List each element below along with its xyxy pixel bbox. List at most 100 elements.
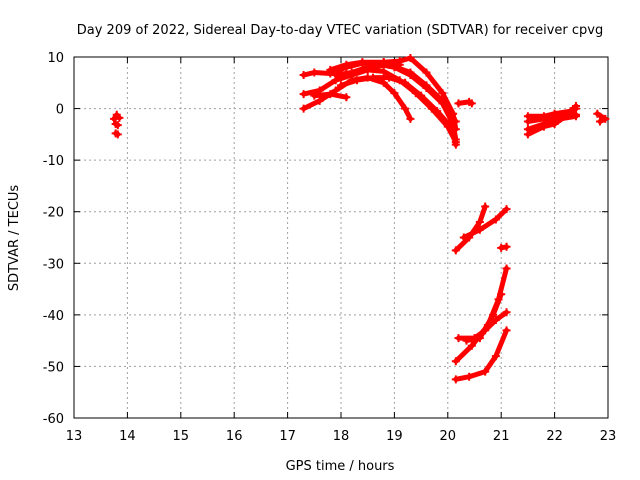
x-tick-label: 16 bbox=[226, 429, 243, 444]
data-point bbox=[379, 78, 388, 87]
x-tick-label: 22 bbox=[546, 429, 563, 444]
data-point bbox=[497, 290, 506, 299]
data-point bbox=[539, 120, 548, 129]
data-point bbox=[401, 104, 410, 113]
series-group bbox=[110, 54, 610, 384]
data-point bbox=[523, 125, 532, 134]
y-tick-label: 10 bbox=[47, 51, 64, 66]
data-point bbox=[406, 54, 415, 63]
data-point bbox=[502, 242, 511, 251]
chart-title: Day 209 of 2022, Sidereal Day-to-day VTE… bbox=[77, 23, 603, 38]
data-point bbox=[491, 352, 500, 361]
y-tick-label: -50 bbox=[43, 360, 64, 375]
data-point bbox=[406, 68, 415, 77]
data-point bbox=[571, 112, 580, 121]
data-point bbox=[489, 310, 498, 319]
x-tick-label: 21 bbox=[493, 429, 510, 444]
data-point bbox=[481, 367, 490, 376]
data-point bbox=[390, 89, 399, 98]
data-point bbox=[438, 89, 447, 98]
data-point bbox=[326, 65, 335, 74]
data-point bbox=[467, 99, 476, 108]
grid bbox=[74, 57, 608, 418]
x-tick-label: 14 bbox=[119, 429, 136, 444]
data-point bbox=[491, 316, 500, 325]
data-point bbox=[502, 264, 511, 273]
x-tick-label: 13 bbox=[66, 429, 83, 444]
data-point bbox=[433, 107, 442, 116]
data-point bbox=[369, 73, 378, 82]
data-point bbox=[299, 104, 308, 113]
data-point bbox=[593, 109, 602, 118]
data-point bbox=[385, 60, 394, 69]
data-point bbox=[497, 243, 506, 252]
y-tick-label: -60 bbox=[43, 412, 64, 427]
y-axis-label: SDTVAR / TECUs bbox=[7, 185, 22, 292]
data-point bbox=[502, 308, 511, 317]
data-point bbox=[326, 90, 335, 99]
data-point bbox=[331, 71, 340, 80]
data-point bbox=[449, 125, 458, 134]
data-point bbox=[315, 96, 324, 105]
data-point bbox=[475, 334, 484, 343]
x-tick-label: 17 bbox=[279, 429, 296, 444]
data-point bbox=[451, 140, 460, 149]
data-point bbox=[601, 114, 610, 123]
data-point bbox=[299, 90, 308, 99]
series-line bbox=[525, 113, 579, 132]
data-point bbox=[310, 91, 319, 100]
data-point bbox=[595, 117, 604, 126]
data-point bbox=[358, 58, 367, 67]
series-line bbox=[464, 291, 504, 344]
data-point bbox=[113, 130, 122, 139]
y-tick-label: -20 bbox=[43, 206, 64, 221]
data-point bbox=[451, 375, 460, 384]
data-point bbox=[406, 114, 415, 123]
data-point bbox=[395, 57, 404, 66]
data-point bbox=[550, 109, 559, 118]
data-point bbox=[571, 101, 580, 110]
series-line bbox=[594, 111, 608, 124]
data-point bbox=[110, 114, 119, 123]
data-point bbox=[566, 107, 575, 116]
data-point bbox=[465, 372, 474, 381]
x-tick-label: 18 bbox=[333, 429, 350, 444]
data-point bbox=[491, 215, 500, 224]
data-point bbox=[475, 225, 484, 234]
series-line bbox=[461, 206, 509, 240]
data-point bbox=[459, 233, 468, 242]
y-tick-label: -10 bbox=[43, 154, 64, 169]
data-point bbox=[502, 326, 511, 335]
data-point bbox=[451, 246, 460, 255]
x-tick-label: 19 bbox=[386, 429, 403, 444]
data-point bbox=[347, 68, 356, 77]
x-axis-label: GPS time / hours bbox=[286, 459, 395, 474]
data-point bbox=[115, 113, 124, 122]
data-point bbox=[438, 96, 447, 105]
data-point bbox=[337, 81, 345, 90]
data-point bbox=[539, 112, 548, 121]
data-point bbox=[555, 114, 564, 123]
x-tick-label: 20 bbox=[440, 429, 457, 444]
data-point bbox=[379, 67, 388, 76]
data-point bbox=[454, 334, 463, 343]
series-line bbox=[301, 60, 459, 142]
data-point bbox=[113, 121, 122, 130]
data-point bbox=[523, 112, 532, 121]
data-point bbox=[462, 336, 471, 345]
data-point bbox=[451, 357, 460, 366]
axis-ticks: 13 14 15 16 17 18 19 20 21 22 23 10 0 -10 -20 -30 -40 -50… bbox=[43, 51, 617, 444]
data-point bbox=[422, 81, 431, 90]
y-tick-label: -40 bbox=[43, 309, 64, 324]
data-point bbox=[481, 202, 490, 211]
data-point bbox=[363, 63, 372, 72]
x-tick-label: 23 bbox=[600, 429, 617, 444]
y-tick-label: -30 bbox=[43, 257, 64, 272]
data-point bbox=[401, 78, 410, 87]
data-point bbox=[454, 99, 463, 108]
data-point bbox=[502, 205, 511, 214]
data-point bbox=[422, 68, 431, 77]
data-point bbox=[310, 68, 319, 77]
data-point bbox=[385, 73, 394, 82]
